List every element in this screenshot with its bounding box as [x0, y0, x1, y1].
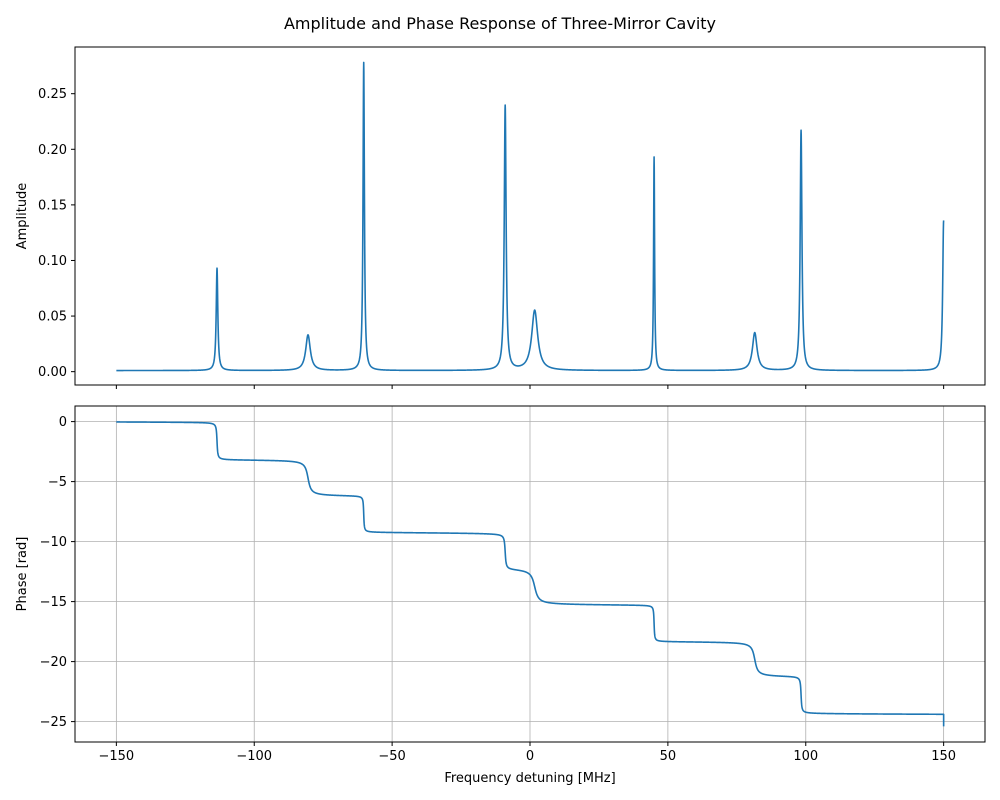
- y-tick-label: 0.15: [38, 198, 67, 213]
- y-tick-label: 0.10: [38, 254, 67, 269]
- y-tick-label: 0: [59, 415, 67, 430]
- phase-x-axis-label: Frequency detuning [MHz]: [444, 771, 615, 786]
- phase-series: [115, 421, 945, 727]
- amplitude-series: [115, 61, 945, 372]
- x-tick-label: 150: [931, 749, 956, 764]
- x-tick-label: −50: [378, 749, 405, 764]
- y-tick-label: 0.20: [38, 143, 67, 158]
- y-tick-label: 0.05: [38, 310, 67, 325]
- y-tick-label: −10: [40, 535, 67, 550]
- x-tick-label: 0: [526, 749, 534, 764]
- amplitude-panel: 0.00 0.05 0.10 0.15 0.20 0.25 Amplitude: [15, 46, 986, 389]
- y-tick-label: −15: [40, 595, 67, 610]
- figure-title: Amplitude and Phase Response of Three-Mi…: [284, 14, 716, 33]
- y-tick-label: −20: [40, 655, 67, 670]
- x-tick-label: −100: [236, 749, 272, 764]
- phase-y-axis-label: Phase [rad]: [15, 537, 30, 612]
- y-tick-label: 0.00: [38, 365, 67, 380]
- amplitude-axes-frame: [74, 46, 986, 386]
- x-tick-label: −150: [99, 749, 135, 764]
- y-tick-label: −5: [48, 475, 67, 490]
- phase-grid: [75, 406, 985, 742]
- x-tick-label: 100: [793, 749, 818, 764]
- y-tick-label: −25: [40, 715, 67, 730]
- y-tick-label: 0.25: [38, 87, 67, 102]
- x-tick-label: 50: [660, 749, 677, 764]
- amplitude-y-axis-label: Amplitude: [15, 183, 30, 250]
- phase-panel: −150 −100 −50 0 50 100 150 0 −5 −10 −15 −20 −25 Phas…: [15, 405, 986, 786]
- amplitude-line: [115, 61, 945, 372]
- phase-ticks: −150 −100 −50 0 50 100 150 0 −5 −10 −15 −20 −25: [40, 415, 956, 764]
- phase-line: [115, 421, 945, 727]
- amplitude-ticks: 0.00 0.05 0.10 0.15 0.20 0.25: [38, 87, 945, 389]
